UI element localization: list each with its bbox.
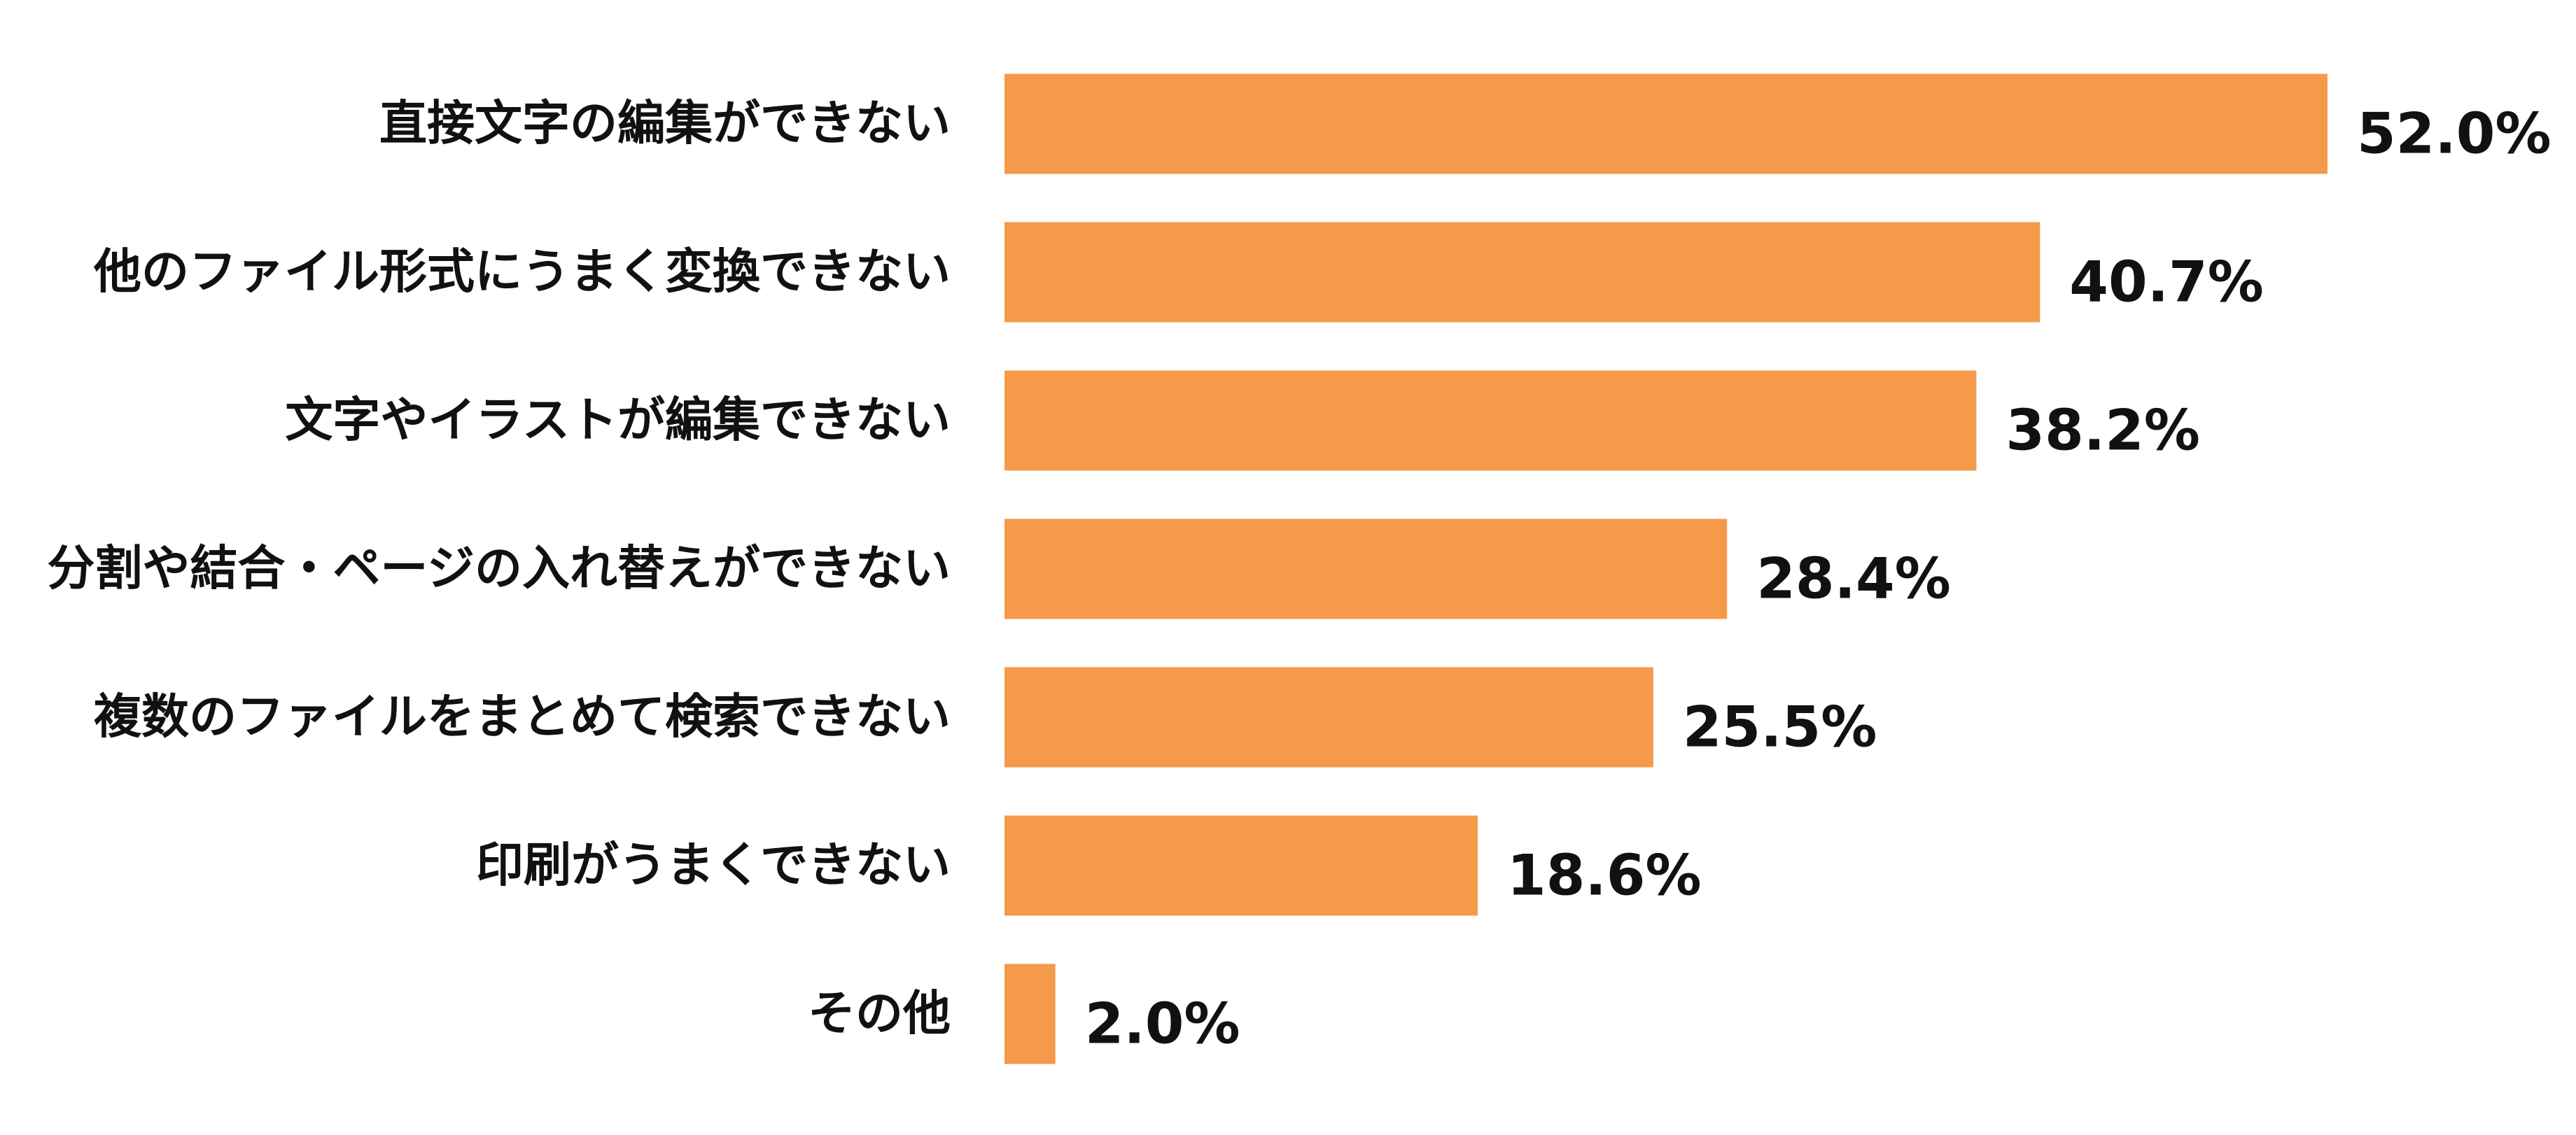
bar-2 [1004,222,2040,323]
category-labels-group: 直接文字の編集ができない他のファイル形式にうまく変換できない文字やイラストが編集… [47,97,951,1042]
bar-5 [1004,667,1653,768]
value-label-5: 25.5% [1683,695,1877,760]
category-label-7: その他 [808,987,951,1042]
bar-1 [1004,73,2328,174]
value-label-1: 52.0% [2357,101,2552,167]
bar-3 [1004,370,1977,471]
bar-6 [1004,815,1478,916]
category-label-6: 印刷がうまくできない [476,838,951,894]
value-label-7: 2.0% [1085,992,1240,1057]
value-label-6: 18.6% [1507,843,1702,908]
value-label-2: 40.7% [2069,250,2264,315]
value-label-3: 38.2% [2005,398,2200,463]
bar-7 [1004,964,1056,1064]
value-labels-group: 52.0% 40.7% 38.2% 28.4% 25.5% 18.6% 2.0% [1085,101,2552,1057]
bar-4 [1004,519,1728,619]
category-label-2: 他のファイル形式にうまく変換できない [93,245,951,300]
category-label-5: 複数のファイルをまとめて検索できない [94,690,951,745]
bars-group [1004,73,2328,1064]
category-label-1: 直接文字の編集ができない [379,97,951,152]
category-label-3: 文字やイラストが編集できない [285,393,951,449]
value-label-4: 28.4% [1756,547,1951,612]
category-label-4: 分割や結合・ページの入れ替えができない [47,542,951,597]
